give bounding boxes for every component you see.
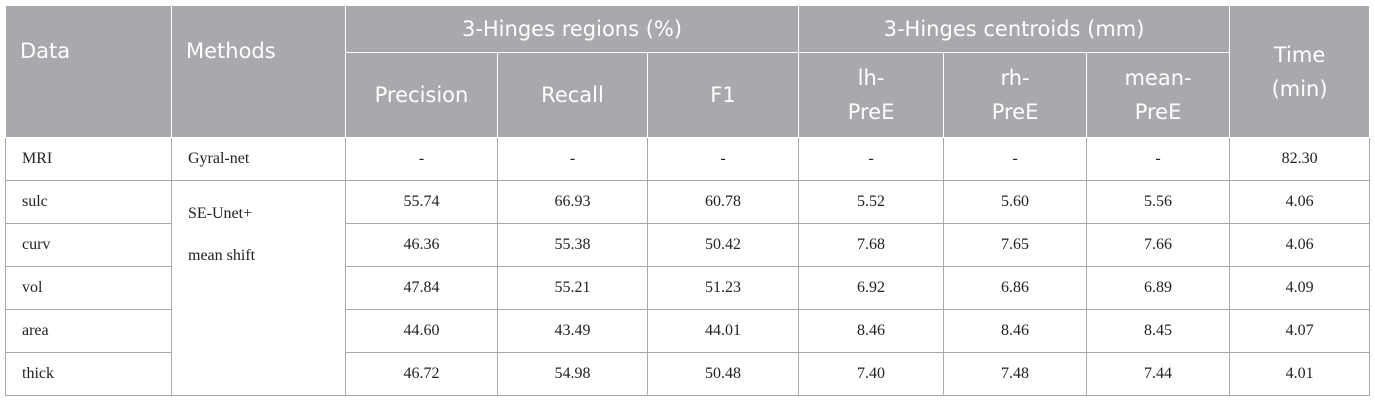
cell-mean: - bbox=[1086, 137, 1231, 181]
header-row-2: Precision Recall F1 lh- PreE rh- PreE me… bbox=[6, 52, 1370, 138]
cell-recall: 66.93 bbox=[497, 180, 648, 224]
cell-lh: 7.40 bbox=[798, 352, 945, 396]
cell-data: vol bbox=[5, 266, 172, 310]
header-regions-group: 3-Hinges regions (%) bbox=[344, 5, 800, 53]
header-data: Data bbox=[5, 5, 172, 138]
cell-precision: 47.84 bbox=[345, 266, 498, 310]
header-rh-line2: PreE bbox=[991, 100, 1039, 124]
header-mean-line1: mean- bbox=[1124, 66, 1192, 90]
cell-time: 4.06 bbox=[1229, 180, 1371, 224]
cell-data: curv bbox=[5, 223, 172, 267]
cell-time: 4.06 bbox=[1229, 223, 1371, 267]
header-row-1: Data Methods 3-Hinges regions (%) 3-Hing… bbox=[5, 5, 1371, 138]
cell-rh: 6.86 bbox=[943, 266, 1088, 310]
table-body: MRI Gyral-net - - - - - - 82.30 sulc SE-… bbox=[5, 137, 1371, 396]
results-table: Data Methods 3-Hinges regions (%) 3-Hing… bbox=[5, 5, 1371, 396]
header-lh-pree: lh- PreE bbox=[798, 52, 945, 138]
cell-data: area bbox=[5, 309, 172, 353]
cell-recall: 54.98 bbox=[497, 352, 648, 396]
header-precision: Precision bbox=[345, 52, 498, 138]
cell-time: 82.30 bbox=[1229, 137, 1371, 181]
method-se-line1: SE-Unet+ bbox=[188, 205, 253, 222]
cell-f1: 60.78 bbox=[646, 180, 800, 224]
header-methods: Methods bbox=[171, 5, 346, 138]
cell-precision: 46.72 bbox=[345, 352, 498, 396]
cell-method-se-unet: SE-Unet+ mean shift bbox=[171, 180, 346, 396]
cell-data: thick bbox=[5, 352, 172, 396]
cell-lh: 6.92 bbox=[798, 266, 945, 310]
cell-precision: 44.60 bbox=[345, 309, 498, 353]
cell-mean: 7.44 bbox=[1086, 352, 1231, 396]
cell-lh: 7.68 bbox=[798, 223, 945, 267]
table-row: MRI Gyral-net - - - - - - 82.30 bbox=[5, 137, 1371, 181]
header-f1: F1 bbox=[646, 52, 800, 138]
cell-recall: 55.21 bbox=[497, 266, 648, 310]
table-row: sulc SE-Unet+ mean shift 55.74 66.93 60.… bbox=[5, 180, 1371, 396]
cell-f1: - bbox=[646, 137, 800, 181]
cell-recall: - bbox=[497, 137, 648, 181]
cell-data: sulc bbox=[5, 180, 172, 224]
cell-rh: 5.60 bbox=[943, 180, 1088, 224]
cell-precision: 55.74 bbox=[345, 180, 498, 224]
header-time-line1: Time bbox=[1273, 42, 1326, 67]
cell-lh: 5.52 bbox=[798, 180, 945, 224]
cell-f1: 51.23 bbox=[646, 266, 800, 310]
header-centroids-group: 3-Hinges centroids (mm) bbox=[798, 5, 1231, 53]
cell-mean: 5.56 bbox=[1086, 180, 1231, 224]
cell-time: 4.09 bbox=[1229, 266, 1371, 310]
header-lh-line1: lh- bbox=[857, 66, 885, 90]
cell-rh: - bbox=[943, 137, 1088, 181]
cell-f1: 50.42 bbox=[646, 223, 800, 267]
cell-time: 4.01 bbox=[1229, 352, 1371, 396]
cell-rh: 7.48 bbox=[943, 352, 1088, 396]
cell-f1: 50.48 bbox=[646, 352, 800, 396]
table-row: thick 46.72 54.98 50.48 7.40 7.48 7.44 4… bbox=[5, 352, 1371, 396]
cell-rh: 7.65 bbox=[943, 223, 1088, 267]
header-rh-line1: rh- bbox=[1000, 66, 1030, 90]
cell-recall: 55.38 bbox=[497, 223, 648, 267]
cell-method-gyral: Gyral-net bbox=[171, 137, 346, 181]
header-time: Time (min) bbox=[1229, 5, 1371, 138]
header-mean-line2: PreE bbox=[1134, 100, 1182, 124]
cell-precision: 46.36 bbox=[345, 223, 498, 267]
header-rh-pree: rh- PreE bbox=[943, 52, 1088, 138]
header-recall: Recall bbox=[497, 52, 648, 138]
cell-lh: 8.46 bbox=[798, 309, 945, 353]
cell-data: MRI bbox=[5, 137, 172, 181]
cell-rh: 8.46 bbox=[943, 309, 1088, 353]
cell-lh: - bbox=[798, 137, 945, 181]
table-row: curv 46.36 55.38 50.42 7.68 7.65 7.66 4.… bbox=[5, 223, 1371, 267]
cell-recall: 43.49 bbox=[497, 309, 648, 353]
header-time-line2: (min) bbox=[1271, 76, 1328, 101]
cell-mean: 6.89 bbox=[1086, 266, 1231, 310]
cell-mean: 7.66 bbox=[1086, 223, 1231, 267]
header-lh-line2: PreE bbox=[847, 100, 895, 124]
cell-mean: 8.45 bbox=[1086, 309, 1231, 353]
table-row: area 44.60 43.49 44.01 8.46 8.46 8.45 4.… bbox=[5, 309, 1371, 353]
method-se-line2: mean shift bbox=[188, 247, 256, 264]
table-header: Data Methods 3-Hinges regions (%) 3-Hing… bbox=[5, 5, 1371, 138]
cell-time: 4.07 bbox=[1229, 309, 1371, 353]
cell-f1: 44.01 bbox=[646, 309, 800, 353]
cell-precision: - bbox=[345, 137, 498, 181]
header-mean-pree: mean- PreE bbox=[1086, 52, 1231, 138]
